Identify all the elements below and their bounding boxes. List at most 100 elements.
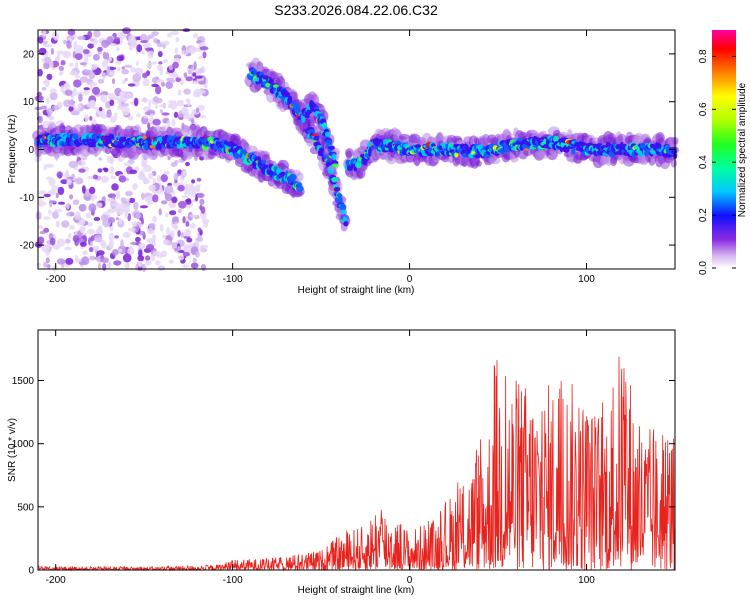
- noise-speck: [164, 193, 173, 202]
- noise-speck: [42, 29, 47, 37]
- noise-speck: [173, 173, 179, 181]
- noise-speck: [203, 221, 209, 228]
- noise-speck: [82, 250, 88, 256]
- noise-speck: [146, 61, 153, 69]
- trace-blob-upper-arc: [324, 131, 331, 137]
- noise-speck: [89, 241, 93, 247]
- trace-blob-descending-arc: [313, 135, 321, 141]
- noise-speck: [185, 76, 193, 82]
- noise-speck: [159, 224, 164, 232]
- noise-speck: [34, 95, 44, 102]
- noise-speck: [199, 204, 203, 211]
- noise-speck: [80, 241, 87, 247]
- noise-speck: [150, 254, 156, 262]
- noise-speck: [114, 96, 120, 101]
- noise-speck: [165, 81, 173, 89]
- noise-speck: [115, 190, 121, 200]
- noise-speck: [112, 249, 119, 256]
- noise-speck: [115, 217, 119, 221]
- noise-speck: [161, 234, 167, 239]
- trace-blob-main-band: [296, 185, 304, 192]
- noise-speck: [89, 255, 96, 261]
- noise-speck: [191, 80, 199, 85]
- spectrogram-traces: [32, 57, 680, 232]
- noise-speck: [156, 175, 162, 183]
- noise-speck: [198, 55, 203, 60]
- noise-speck: [141, 217, 144, 225]
- noise-speck: [41, 86, 47, 91]
- noise-speck: [48, 177, 56, 187]
- trace-blob-right-band: [490, 157, 501, 165]
- noise-speck: [42, 40, 48, 45]
- noise-speck: [144, 111, 152, 116]
- noise-speck: [97, 168, 103, 173]
- noise-speck: [164, 212, 169, 218]
- noise-speck: [171, 196, 178, 204]
- noise-speck: [132, 73, 141, 82]
- noise-speck: [139, 205, 149, 209]
- x-tick-label: -200: [46, 575, 66, 586]
- trace-blob-descending-arc: [339, 203, 347, 211]
- noise-speck: [121, 66, 126, 70]
- noise-speck: [192, 33, 199, 39]
- trace-blob-descending-arc: [307, 129, 316, 135]
- noise-speck: [129, 169, 138, 174]
- noise-speck: [174, 221, 178, 230]
- noise-speck: [78, 93, 83, 102]
- noise-speck: [109, 99, 115, 107]
- noise-speck: [77, 104, 82, 109]
- noise-speck: [107, 216, 116, 224]
- noise-speck: [36, 262, 41, 268]
- noise-speck: [107, 92, 116, 102]
- trace-blob-right-band: [571, 147, 576, 155]
- noise-speck: [196, 192, 205, 199]
- noise-speck: [125, 177, 129, 182]
- noise-speck: [110, 202, 117, 207]
- trace-blob-descending-arc: [333, 186, 341, 192]
- noise-speck: [107, 260, 112, 269]
- noise-speck: [97, 51, 103, 55]
- y-tick-label: -20: [20, 241, 35, 252]
- noise-speck: [66, 202, 70, 210]
- noise-speck: [68, 160, 78, 168]
- noise-speck: [181, 106, 187, 115]
- noise-speck: [138, 249, 143, 257]
- noise-speck: [127, 115, 134, 121]
- noise-speck: [92, 106, 100, 110]
- noise-speck: [86, 222, 93, 227]
- noise-speck: [58, 72, 64, 76]
- noise-speck: [49, 237, 56, 246]
- noise-speck: [194, 75, 203, 79]
- noise-speck: [192, 199, 196, 203]
- noise-speck: [141, 192, 145, 200]
- trace-blob-center-knot: [345, 148, 354, 158]
- noise-speck: [197, 227, 202, 233]
- noise-speck: [114, 112, 118, 121]
- noise-speck: [48, 200, 57, 204]
- trace-blob-right-band: [383, 131, 391, 140]
- noise-speck: [121, 103, 129, 107]
- noise-speck: [182, 264, 190, 268]
- noise-speck: [72, 87, 77, 97]
- noise-speck: [137, 255, 144, 262]
- noise-speck: [158, 61, 163, 65]
- noise-speck: [190, 262, 199, 269]
- noise-speck: [159, 104, 167, 108]
- noise-speck: [127, 227, 136, 232]
- noise-speck: [64, 246, 72, 251]
- noise-speck: [68, 62, 74, 67]
- trace-blob-descending-arc: [342, 216, 348, 221]
- noise-speck: [117, 98, 122, 106]
- noise-speck: [97, 46, 103, 53]
- noise-speck: [182, 113, 191, 120]
- noise-speck: [93, 216, 101, 222]
- noise-speck: [49, 91, 58, 101]
- noise-speck: [161, 82, 166, 87]
- noise-speck: [110, 175, 116, 180]
- noise-speck: [179, 77, 184, 86]
- noise-speck: [92, 86, 100, 95]
- noise-speck: [182, 216, 186, 224]
- noise-speck: [60, 85, 65, 93]
- noise-speck: [169, 210, 177, 216]
- noise-speck: [88, 203, 97, 212]
